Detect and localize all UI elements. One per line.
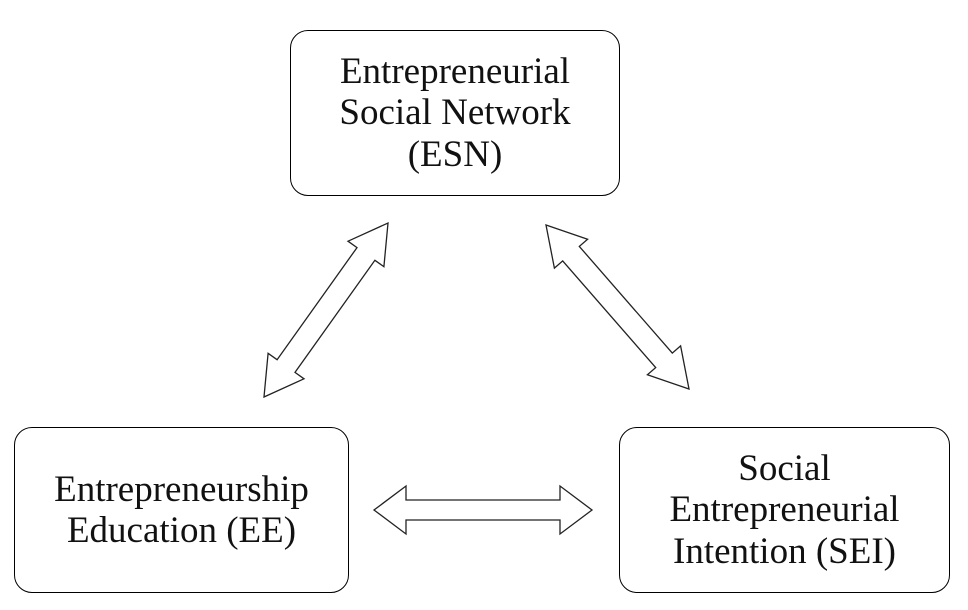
node-social-entrepreneurial-intention: Social Entrepreneurial Intention (SEI) (619, 427, 950, 593)
node-esn-line-1: Entrepreneurial (339, 50, 571, 92)
node-esn-line-3: (ESN) (407, 133, 503, 175)
arrow-ee-sei (372, 484, 594, 536)
node-sei-line-2: Entrepreneurial (669, 489, 900, 531)
node-esn-line-2: Social Network (339, 92, 571, 134)
node-sei-line-1: Social (738, 447, 831, 489)
node-ee-line-2: Education (EE) (66, 510, 297, 551)
arrow-esn-sei (545, 224, 690, 390)
node-ee-line-1: Entrepreneurship (54, 468, 309, 510)
node-sei-line-3: Intention (SEI) (673, 530, 896, 572)
node-entrepreneurship-education: Entrepreneurship Education (EE) (14, 427, 349, 593)
node-entrepreneurial-social-network: Entrepreneurial Social Network (ESN) (290, 30, 620, 196)
arrow-ee-esn (263, 221, 389, 399)
